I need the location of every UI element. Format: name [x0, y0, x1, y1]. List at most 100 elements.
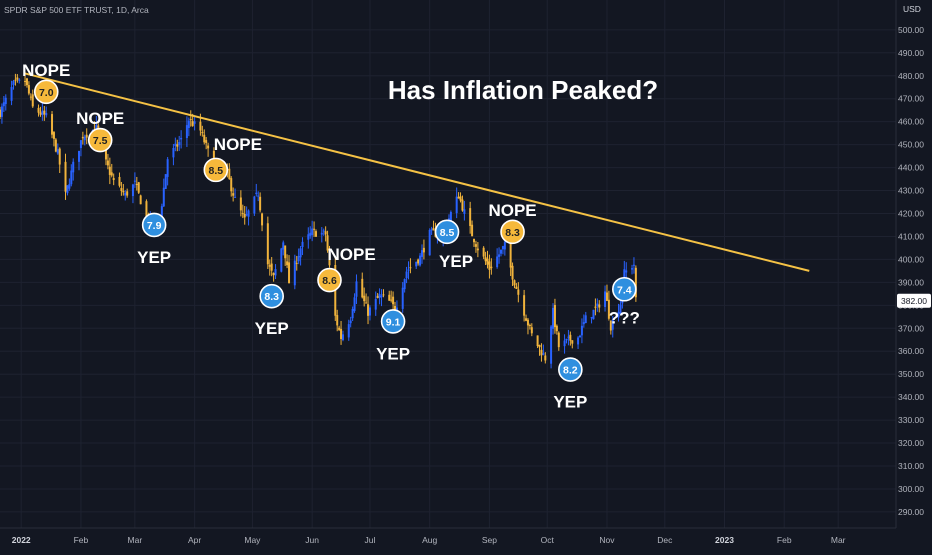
cpi-value: 7.9	[147, 220, 162, 232]
candle-body	[340, 328, 343, 339]
verdict-label: NOPE	[76, 109, 124, 128]
candle-body	[430, 229, 433, 231]
candle-body	[85, 134, 88, 138]
candle-body	[540, 349, 543, 356]
candle-body	[563, 340, 566, 347]
grid-lines	[0, 0, 896, 528]
cpi-badge-circle	[203, 157, 229, 183]
candle-body	[580, 325, 583, 336]
cpi-badge-yep[interactable]: 8.2 YEP	[553, 357, 587, 412]
candle-body	[232, 193, 235, 196]
candle-body	[70, 170, 73, 185]
candle-body	[108, 166, 111, 175]
candle-body	[2, 102, 5, 107]
candle-body	[513, 280, 516, 286]
candle-body	[338, 327, 341, 330]
candle-body	[205, 140, 208, 143]
cpi-badge-yep[interactable]: 9.1 YEP	[376, 309, 410, 364]
candle-body	[392, 296, 395, 305]
candle-body	[594, 306, 597, 308]
candle-body	[569, 334, 572, 341]
candle-body	[14, 79, 17, 81]
candle-body	[449, 212, 452, 222]
y-tick-label: 300.00	[898, 484, 924, 494]
candle-body	[10, 87, 13, 101]
y-tick-label: 410.00	[898, 231, 924, 241]
candle-body	[261, 213, 264, 226]
cpi-badge-nope[interactable]: 7.0 NOPE	[22, 61, 70, 105]
candle-body	[288, 262, 291, 284]
candle-body	[320, 232, 323, 235]
candle-body	[528, 325, 531, 327]
candle-body	[476, 248, 479, 251]
candle-body	[471, 224, 474, 237]
candle-body	[557, 332, 560, 348]
candle-body	[39, 112, 42, 115]
candle-body	[567, 336, 570, 338]
candle-body	[270, 263, 273, 271]
candle-body	[145, 201, 148, 217]
cpi-badge-nope[interactable]: 7.5 NOPE	[76, 109, 124, 153]
candle-body	[180, 137, 183, 140]
candle-body	[297, 255, 300, 262]
candle-body	[609, 320, 612, 331]
cpi-badge-yep[interactable]: 8.5 YEP	[434, 219, 474, 271]
cpi-badge-nope[interactable]: 8.5 NOPE	[203, 135, 262, 183]
candle-body	[79, 140, 82, 148]
candle-body	[605, 292, 608, 301]
candle-body	[0, 109, 1, 118]
candle-body	[293, 260, 296, 286]
candle-body	[604, 291, 607, 307]
candle-body	[486, 258, 489, 265]
candle-body	[37, 107, 40, 113]
resistance-trendline[interactable]	[24, 72, 810, 272]
candle-body	[245, 214, 248, 216]
cpi-badge-yep[interactable]: 7.9 YEP	[137, 212, 171, 267]
currency-label: USD	[903, 4, 921, 14]
candle-body	[432, 227, 435, 231]
x-tick-label: Jul	[365, 535, 376, 545]
x-tick-label: Feb	[777, 535, 792, 545]
candle-body	[422, 247, 425, 253]
candle-body	[525, 318, 528, 321]
candle-body	[295, 262, 298, 264]
candle-body	[31, 94, 34, 107]
x-tick-label: May	[244, 535, 261, 545]
candle-body	[83, 136, 86, 141]
candle-body	[0, 106, 3, 117]
candle-body	[282, 242, 285, 250]
candle-body	[415, 261, 418, 267]
candle-body	[390, 299, 393, 301]
candle-body	[41, 110, 44, 115]
cpi-badge-nope[interactable]: 8.6 NOPE	[317, 245, 376, 293]
candle-body	[388, 294, 391, 301]
x-tick-label: 2022	[12, 535, 31, 545]
time-axis[interactable]: 2022 Feb Mar Apr May Jun Jul Aug Sep Oct Nov Dec 202…	[12, 535, 846, 545]
cpi-badge-circle	[259, 283, 284, 309]
candle-body	[420, 250, 423, 257]
cpi-badge-nope[interactable]: 8.3 NOPE	[488, 201, 537, 245]
candle-body	[164, 174, 167, 190]
candle-body	[482, 247, 485, 257]
last-price-label: 382.00	[897, 293, 931, 308]
candle-body	[284, 245, 287, 259]
candle-body	[625, 270, 628, 273]
candle-body	[461, 199, 464, 211]
cpi-badge-yep[interactable]: 7.4???	[609, 276, 640, 328]
cpi-badge-circle	[141, 212, 167, 238]
candle-body	[409, 267, 412, 269]
candle-body	[257, 195, 260, 197]
candle-body	[12, 81, 15, 85]
candle-body	[490, 266, 493, 269]
candle-body	[459, 196, 462, 201]
candle-body	[552, 307, 555, 329]
candle-body	[124, 192, 127, 196]
candle-body	[112, 178, 115, 181]
candle-body	[174, 143, 177, 146]
x-tick-label: Dec	[657, 535, 673, 545]
cpi-badge-yep[interactable]: 8.3 YEP	[255, 283, 289, 339]
cpi-value: 8.3	[505, 227, 520, 239]
y-tick-label: 480.00	[898, 71, 924, 81]
candle-body	[27, 85, 30, 94]
